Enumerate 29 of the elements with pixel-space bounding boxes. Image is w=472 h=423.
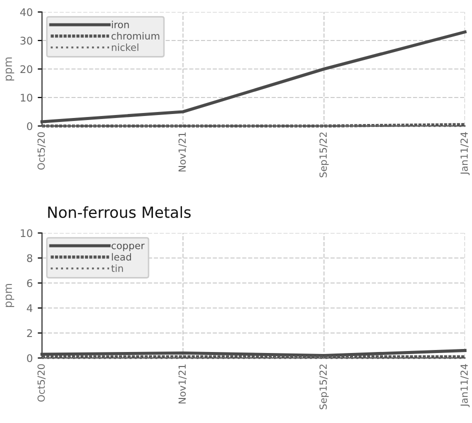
y-tick-label: 0 [27,354,32,362]
y-tick-label: 0 [27,122,32,130]
y-tick-label: 20 [20,65,32,74]
x-tick-label: Nov1/21 [178,132,187,172]
x-tick-label: Oct5/20 [37,364,46,402]
text: lead [112,253,131,261]
y-tick-label: 40 [20,8,32,16]
y-tick-label: 2 [27,329,32,337]
x-tick-label: Sep15/22 [319,132,329,178]
y-axis-title: ppm [6,57,14,80]
x-tick-label: Jan11/24 [460,132,470,176]
y-axis-title: ppm [6,284,14,307]
x-tick-label: Nov1/21 [178,364,187,404]
x-tick-label: Oct5/20 [37,132,46,170]
y-tick-label: 6 [27,279,32,288]
text: iron [112,20,129,28]
y-tick-label: 10 [20,229,32,238]
y-tick-label: 10 [20,94,32,102]
line-series [40,30,467,124]
y-tick-label: 30 [20,36,32,45]
x-tick-label: Sep15/22 [319,364,329,410]
text: tin [111,264,123,272]
text: nickel [112,43,138,51]
y-tick-label: 4 [26,304,32,312]
x-tick-label: Jan11/24 [460,364,470,408]
text: copper [112,244,145,252]
text: chromium [112,32,160,40]
y-tick-label: 8 [27,254,32,262]
chart-title: Non-ferrous Metals [48,206,191,218]
